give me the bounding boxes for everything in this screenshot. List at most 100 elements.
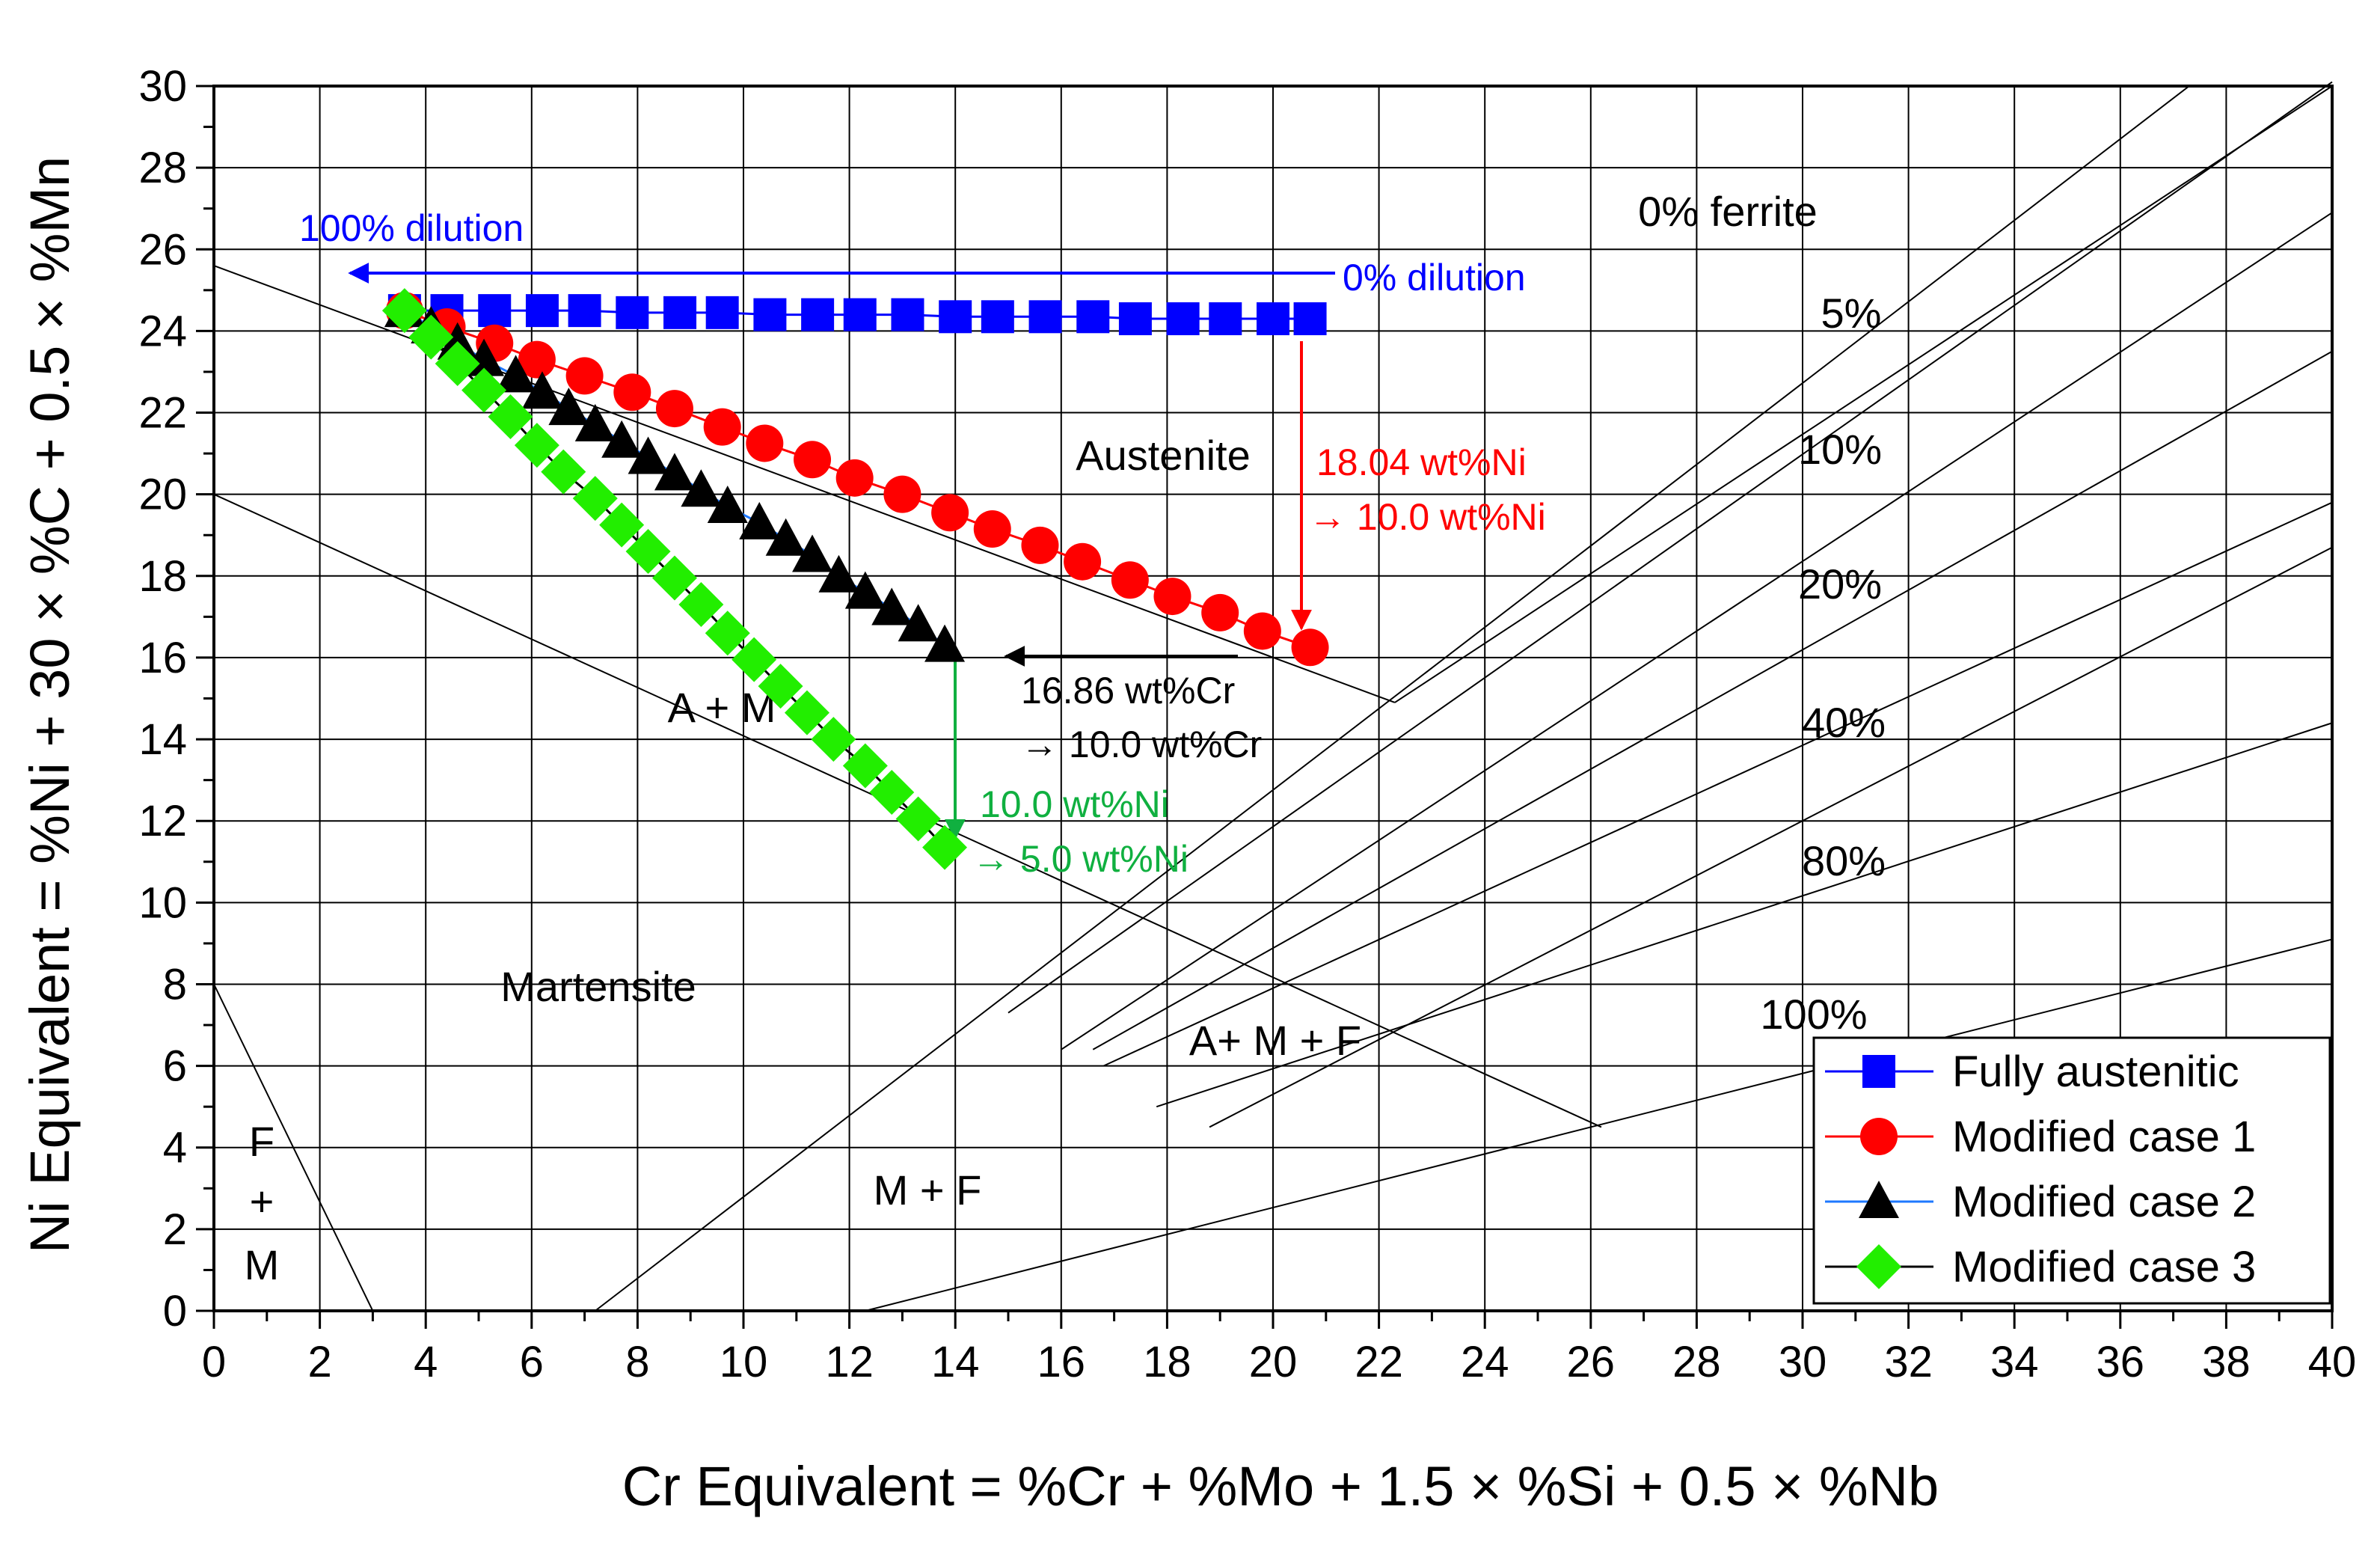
x-axis-title: Cr Equivalent = %Cr + %Mo + 1.5 × %Si + … xyxy=(622,1455,1939,1517)
legend-label: Modified case 2 xyxy=(1952,1178,2256,1226)
ferrite-0: 0% ferrite xyxy=(1638,188,1818,235)
ferrite-10: 10% xyxy=(1798,426,1882,473)
data-point xyxy=(568,294,601,328)
data-point xyxy=(599,502,645,548)
data-point xyxy=(844,571,886,609)
data-point xyxy=(746,424,784,462)
data-point xyxy=(541,449,586,495)
boundary-line-9 xyxy=(1209,546,2333,1128)
data-point xyxy=(869,770,915,816)
y-tick-label: 16 xyxy=(138,634,187,682)
x-tick-label: 6 xyxy=(520,1338,544,1386)
x-tick-label: 38 xyxy=(2202,1338,2251,1386)
y-tick-label: 8 xyxy=(163,960,187,1009)
data-point xyxy=(663,296,697,329)
data-point xyxy=(891,298,924,331)
label-0-dilution: 0% dilution xyxy=(1343,257,1526,299)
legend-item-2: Modified case 1 xyxy=(1825,1113,2256,1161)
data-point xyxy=(461,367,507,413)
data-point xyxy=(843,298,877,331)
boundary-line-11 xyxy=(1007,81,2333,1014)
data-point xyxy=(784,690,829,735)
data-point xyxy=(924,624,966,662)
data-point xyxy=(842,743,888,789)
label-ni-5: → 5.0 wt%Ni xyxy=(972,838,1189,880)
data-point xyxy=(895,796,941,842)
data-point xyxy=(613,373,651,412)
series-4 xyxy=(381,288,968,870)
data-point xyxy=(939,300,972,334)
data-point xyxy=(495,355,536,393)
data-point xyxy=(707,486,748,524)
legend-item-1: Fully austenitic xyxy=(1825,1047,2239,1096)
data-point xyxy=(931,494,969,532)
boundary-line-6 xyxy=(1103,501,2333,1067)
data-point xyxy=(681,469,722,507)
region-a-plus-m: A + M xyxy=(668,684,776,731)
data-point xyxy=(478,294,512,328)
region-martensite: Martensite xyxy=(500,963,696,1010)
x-tick-label: 2 xyxy=(307,1338,331,1386)
x-tick-label: 34 xyxy=(1990,1338,2039,1386)
x-tick-label: 18 xyxy=(1143,1338,1191,1386)
boundary-line-5 xyxy=(1092,350,2333,1050)
legend-item-3: Modified case 2 xyxy=(1825,1178,2256,1226)
label-ni-18: 18.04 wt%Ni xyxy=(1316,441,1527,483)
data-point xyxy=(792,534,833,572)
data-point xyxy=(753,298,787,331)
y-tick-label: 4 xyxy=(163,1124,187,1172)
boundary-line-2 xyxy=(213,984,374,1312)
legend-marker xyxy=(1862,1055,1895,1088)
data-point xyxy=(1021,526,1059,564)
data-point xyxy=(1118,302,1152,336)
tick-labels: 0 2 4 6 8 10 12 14 16 18 20 22 24 26 28 30 32 34 36 38 40024… xyxy=(138,62,2356,1386)
x-tick-label: 24 xyxy=(1461,1338,1509,1386)
y-tick-label: 28 xyxy=(138,144,187,192)
data-point xyxy=(488,394,533,439)
region-plus: + xyxy=(250,1178,275,1225)
boundary-line-4 xyxy=(1061,212,2333,1050)
x-tick-label: 30 xyxy=(1779,1338,1827,1386)
data-point xyxy=(574,403,616,441)
data-point xyxy=(678,581,724,627)
data-point xyxy=(381,288,427,334)
legend-marker xyxy=(1860,1118,1898,1155)
x-tick-label: 32 xyxy=(1884,1338,1933,1386)
data-point xyxy=(625,529,671,575)
data-point xyxy=(1076,300,1110,334)
ferrite-labels: 0% ferrite 5% 10% 20% 40% 80% 100% xyxy=(1638,188,1886,1038)
x-tick-label: 28 xyxy=(1672,1338,1721,1386)
data-point xyxy=(705,296,739,329)
axes xyxy=(196,85,2334,1329)
data-point xyxy=(871,587,913,625)
data-point xyxy=(521,371,562,409)
x-tick-label: 22 xyxy=(1355,1338,1403,1386)
boundary-line-8 xyxy=(865,938,2333,1312)
data-point xyxy=(1166,302,1200,336)
label-cr-16: 16.86 wt%Cr xyxy=(1021,670,1235,712)
x-tick-label: 10 xyxy=(720,1338,768,1386)
ferrite-80: 80% xyxy=(1802,837,1886,884)
y-tick-label: 20 xyxy=(138,471,187,519)
data-point xyxy=(801,298,835,331)
region-f-letter: F xyxy=(249,1118,275,1165)
data-point xyxy=(601,420,642,458)
y-tick-label: 24 xyxy=(138,307,187,355)
data-point xyxy=(883,475,921,513)
data-point xyxy=(922,825,968,870)
annotation-arrows xyxy=(348,263,1335,840)
x-tick-label: 40 xyxy=(2308,1338,2357,1386)
data-point xyxy=(437,322,478,360)
region-m-letter: M xyxy=(245,1241,280,1288)
data-point xyxy=(739,501,780,539)
x-tick-label: 4 xyxy=(414,1338,438,1386)
data-point xyxy=(1209,302,1242,336)
x-tick-label: 8 xyxy=(625,1338,649,1386)
boundary-line-3 xyxy=(595,85,2190,1312)
data-point xyxy=(1257,302,1289,336)
ferrite-100: 100% xyxy=(1760,991,1867,1038)
region-mf: M + F xyxy=(874,1166,982,1214)
legend-marker xyxy=(1856,1244,1901,1289)
label-ni-10b: 10.0 wt%Ni xyxy=(980,783,1169,825)
